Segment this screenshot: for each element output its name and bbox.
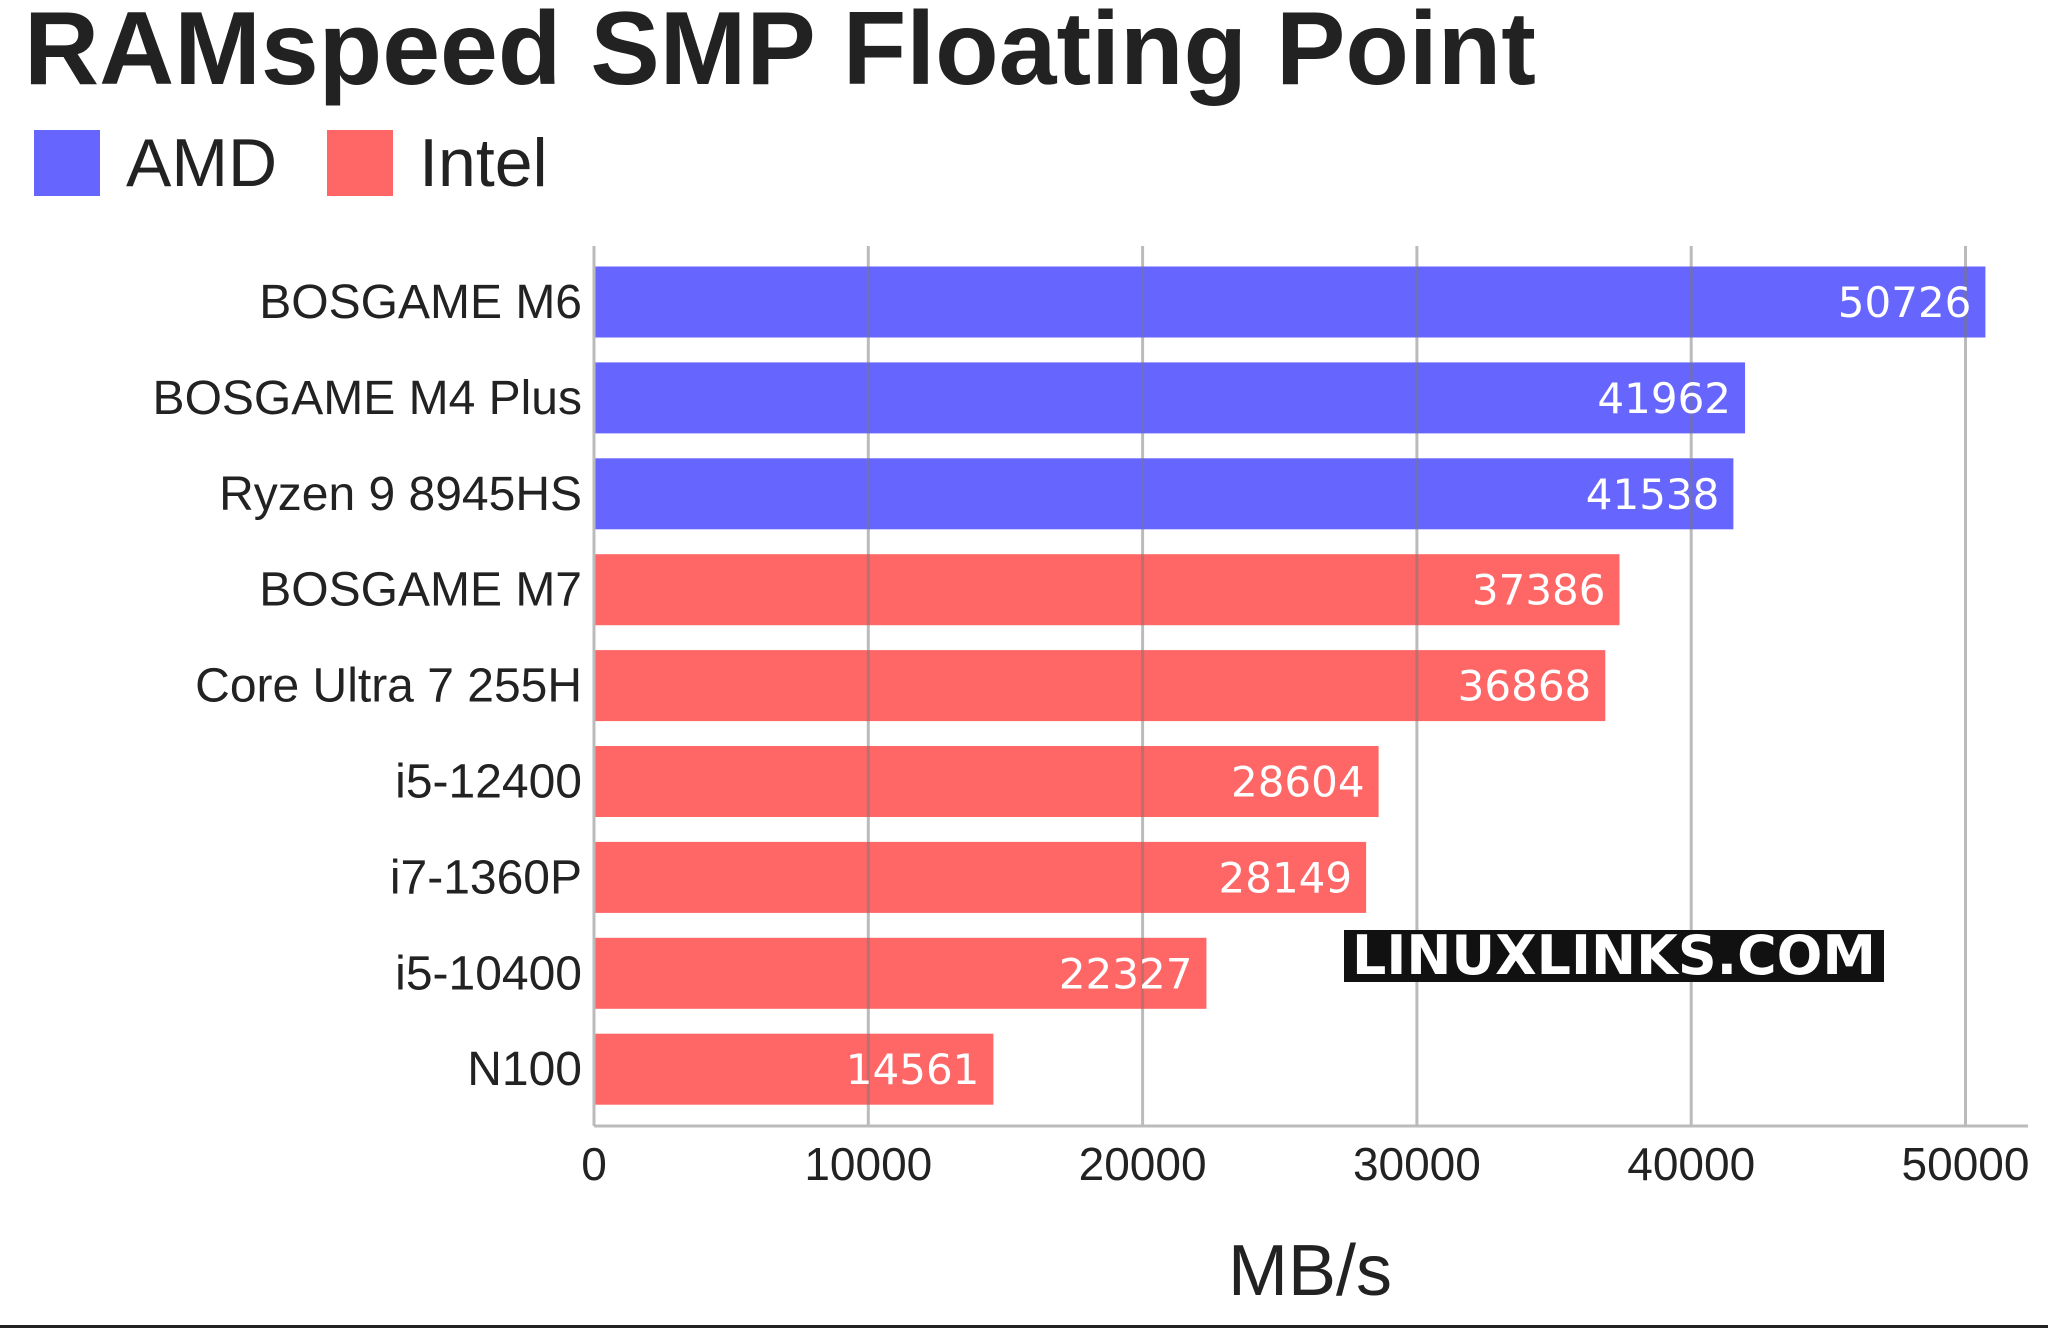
legend-swatch-intel xyxy=(327,130,394,196)
bar xyxy=(594,937,1207,1009)
data-label: 36868 xyxy=(1458,662,1592,711)
bottom-border xyxy=(0,1325,2048,1328)
category-label: BOSGAME M6 xyxy=(259,276,582,329)
data-label: 37386 xyxy=(1472,566,1606,615)
x-tick-label: 10000 xyxy=(804,1138,932,1190)
bar xyxy=(594,650,1606,722)
legend: AMD Intel xyxy=(34,128,598,198)
x-tick-label: 20000 xyxy=(1079,1138,1207,1190)
x-tick-label: 0 xyxy=(581,1138,607,1190)
data-label: 14561 xyxy=(846,1045,980,1094)
category-label: i5-12400 xyxy=(395,756,582,809)
watermark-box xyxy=(1344,930,1884,982)
data-label: 41538 xyxy=(1586,470,1720,519)
category-label: BOSGAME M7 xyxy=(259,564,582,617)
x-axis-title: MB/s xyxy=(1228,1231,1392,1311)
legend-label-amd: AMD xyxy=(126,125,278,201)
data-label: 28604 xyxy=(1231,758,1365,807)
chart-title: RAMspeed SMP Floating Point xyxy=(24,0,1536,107)
data-label: 22327 xyxy=(1059,949,1193,998)
data-label: 41962 xyxy=(1597,374,1731,423)
legend-swatch-amd xyxy=(34,130,100,196)
bar xyxy=(594,266,1986,338)
bar xyxy=(594,554,1620,626)
bar xyxy=(594,746,1379,817)
category-label: N100 xyxy=(467,1043,582,1096)
watermark-text: LINUXLINKS.COM xyxy=(1352,924,1876,987)
bar xyxy=(594,362,1746,434)
x-tick-label: 50000 xyxy=(1902,1138,2030,1190)
x-tick-label: 40000 xyxy=(1627,1138,1755,1190)
legend-label-intel: Intel xyxy=(419,125,548,201)
legend-item-intel: Intel xyxy=(327,129,548,197)
category-label: Core Ultra 7 255H xyxy=(195,660,582,713)
x-tick-label: 30000 xyxy=(1353,1138,1481,1190)
category-label: Ryzen 9 8945HS xyxy=(219,468,582,521)
data-label: 50726 xyxy=(1838,278,1972,327)
bar xyxy=(594,841,1367,913)
data-label: 28149 xyxy=(1219,853,1353,902)
category-label: i5-10400 xyxy=(395,947,582,1000)
legend-item-amd: AMD xyxy=(34,129,277,197)
category-label: i7-1360P xyxy=(390,851,582,904)
category-label: BOSGAME M4 Plus xyxy=(153,372,582,425)
bar xyxy=(594,1033,994,1105)
bar xyxy=(594,458,1734,530)
